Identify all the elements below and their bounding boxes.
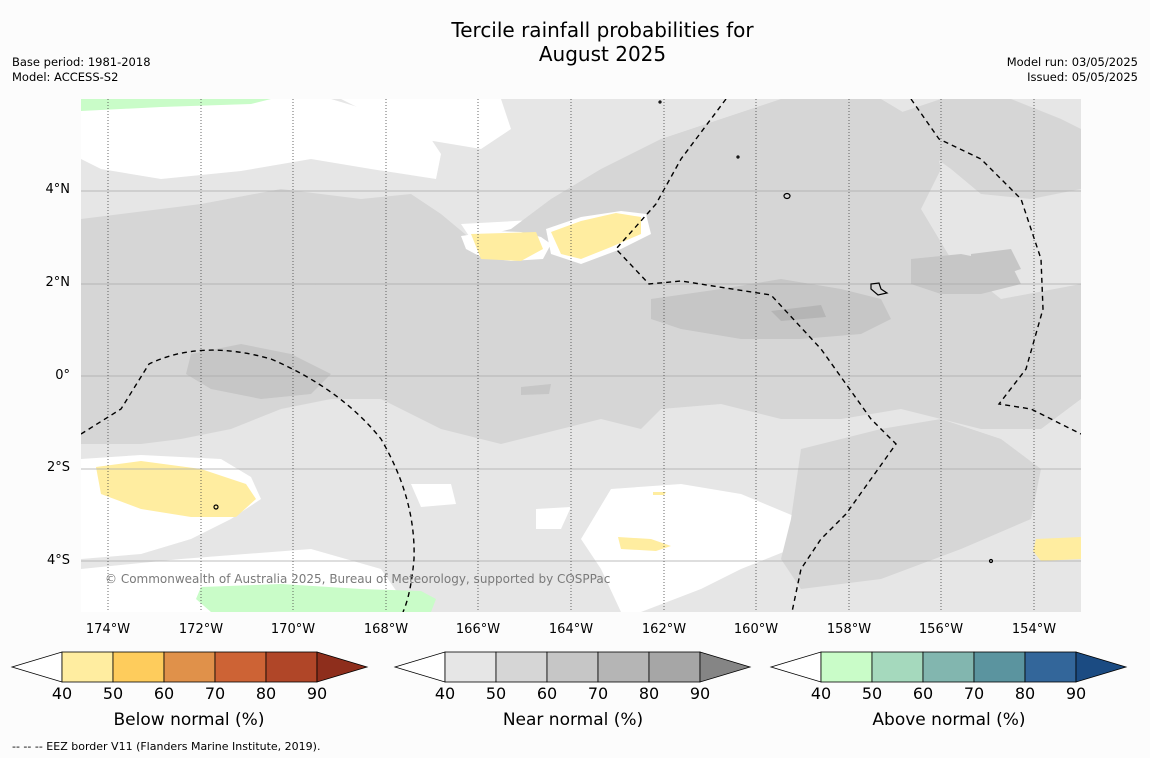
y-tick-label: 4°N [45, 182, 71, 197]
colorbar-segment [973, 651, 1026, 683]
colorbar-tick-label: 70 [204, 684, 226, 703]
copyright-notice: © Commonwealth of Australia 2025, Bureau… [105, 572, 611, 586]
colorbar-tick-label: 60 [536, 684, 558, 703]
colorbar-tick-label: 90 [306, 684, 328, 703]
meta-right: Model run: 03/05/2025 Issued: 05/05/2025 [1007, 55, 1138, 85]
x-tick-label: 172°W [178, 622, 224, 637]
latitude-gridlines [81, 190, 1081, 562]
colorbar-tick-label: 80 [1014, 684, 1036, 703]
near-normal-70-80 [771, 305, 826, 321]
colorbar-segment [820, 651, 873, 683]
colorbar-tick-label: 50 [485, 684, 507, 703]
issued-date: Issued: 05/05/2025 [1027, 70, 1138, 84]
x-tick-label: 166°W [455, 622, 501, 637]
colorbar-tick-label: 70 [963, 684, 985, 703]
x-tick-label: 168°W [363, 622, 409, 637]
colorbar-segment [265, 651, 318, 683]
y-tick-label: 2°N [45, 275, 71, 290]
colorbar-min-extend [769, 651, 822, 683]
colorbar-tick-label: 50 [102, 684, 124, 703]
near-normal-50-60 [81, 99, 1081, 589]
colorbars-svg [10, 651, 1128, 683]
colorbar-segment [495, 651, 548, 683]
model-run: Model run: 03/05/2025 [1006, 55, 1138, 69]
x-tick-label: 170°W [270, 622, 316, 637]
model-name: Model: ACCESS-S2 [12, 70, 119, 84]
colorbar-tick-label: 80 [255, 684, 277, 703]
y-tick-label: 0° [55, 368, 70, 383]
colorbar-tick-label: 40 [51, 684, 73, 703]
near-normal-label: Near normal (%) [502, 710, 644, 730]
title-line-1: Tercile rainfall probabilities for [451, 18, 754, 42]
colorbar-tick-label: 50 [861, 684, 883, 703]
x-tick-label: 160°W [733, 622, 779, 637]
colorbar-tick-label: 60 [153, 684, 175, 703]
above-normal-regions [81, 99, 436, 612]
colorbar-segment [214, 651, 267, 683]
colorbar-tick-label: 40 [434, 684, 456, 703]
colorbar-segment [922, 651, 975, 683]
colorbar-segment [1024, 651, 1077, 683]
eez-borders [81, 99, 1081, 612]
map-svg [81, 99, 1081, 612]
colorbar-tick-label: 90 [1065, 684, 1087, 703]
colorbar-max-extend [316, 651, 369, 683]
colorbar-segment [61, 651, 114, 683]
x-tick-label: 162°W [641, 622, 687, 637]
meta-left: Base period: 1981-2018 Model: ACCESS-S2 [12, 55, 151, 85]
colorbar-tick-label: 90 [689, 684, 711, 703]
title-line-2: August 2025 [538, 42, 667, 66]
y-tick-label: 2°S [46, 460, 70, 475]
below-normal-regions [96, 211, 1081, 561]
near-normal-60-70 [186, 249, 1021, 399]
colorbar-segment [546, 651, 599, 683]
probability-map [81, 99, 1081, 612]
colorbar-max-extend [1075, 651, 1128, 683]
colorbar-tick-label: 40 [810, 684, 832, 703]
colorbar-min-extend [393, 651, 446, 683]
colorbar-segment [871, 651, 924, 683]
y-tick-label: 4°S [46, 553, 70, 568]
colorbar-segment [112, 651, 165, 683]
colorbar-min-extend [10, 651, 63, 683]
x-tick-label: 156°W [918, 622, 964, 637]
above-normal-label: Above normal (%) [872, 710, 1026, 730]
x-tick-label: 158°W [826, 622, 872, 637]
colorbar-tick-label: 60 [912, 684, 934, 703]
x-tick-label: 164°W [548, 622, 594, 637]
eez-footnote: -- -- -- EEZ border V11 (Flanders Marine… [12, 740, 321, 753]
colorbar-near-normal [393, 651, 752, 683]
colorbar-segment [597, 651, 650, 683]
colorbar-below-normal [10, 651, 369, 683]
islands [213, 100, 994, 564]
x-tick-label: 174°W [85, 622, 131, 637]
colorbar-tick-label: 80 [638, 684, 660, 703]
below-normal-label: Below normal (%) [113, 710, 265, 730]
map-title: Tercile rainfall probabilities for Augus… [0, 18, 1150, 66]
x-tick-label: 154°W [1011, 622, 1057, 637]
colorbar-tick-label: 70 [587, 684, 609, 703]
colorbar-segment [163, 651, 216, 683]
colorbar-above-normal [769, 651, 1128, 683]
colorbar-max-extend [699, 651, 752, 683]
colorbar-segment [444, 651, 497, 683]
colorbar-segment [648, 651, 701, 683]
base-period: Base period: 1981-2018 [12, 55, 151, 69]
